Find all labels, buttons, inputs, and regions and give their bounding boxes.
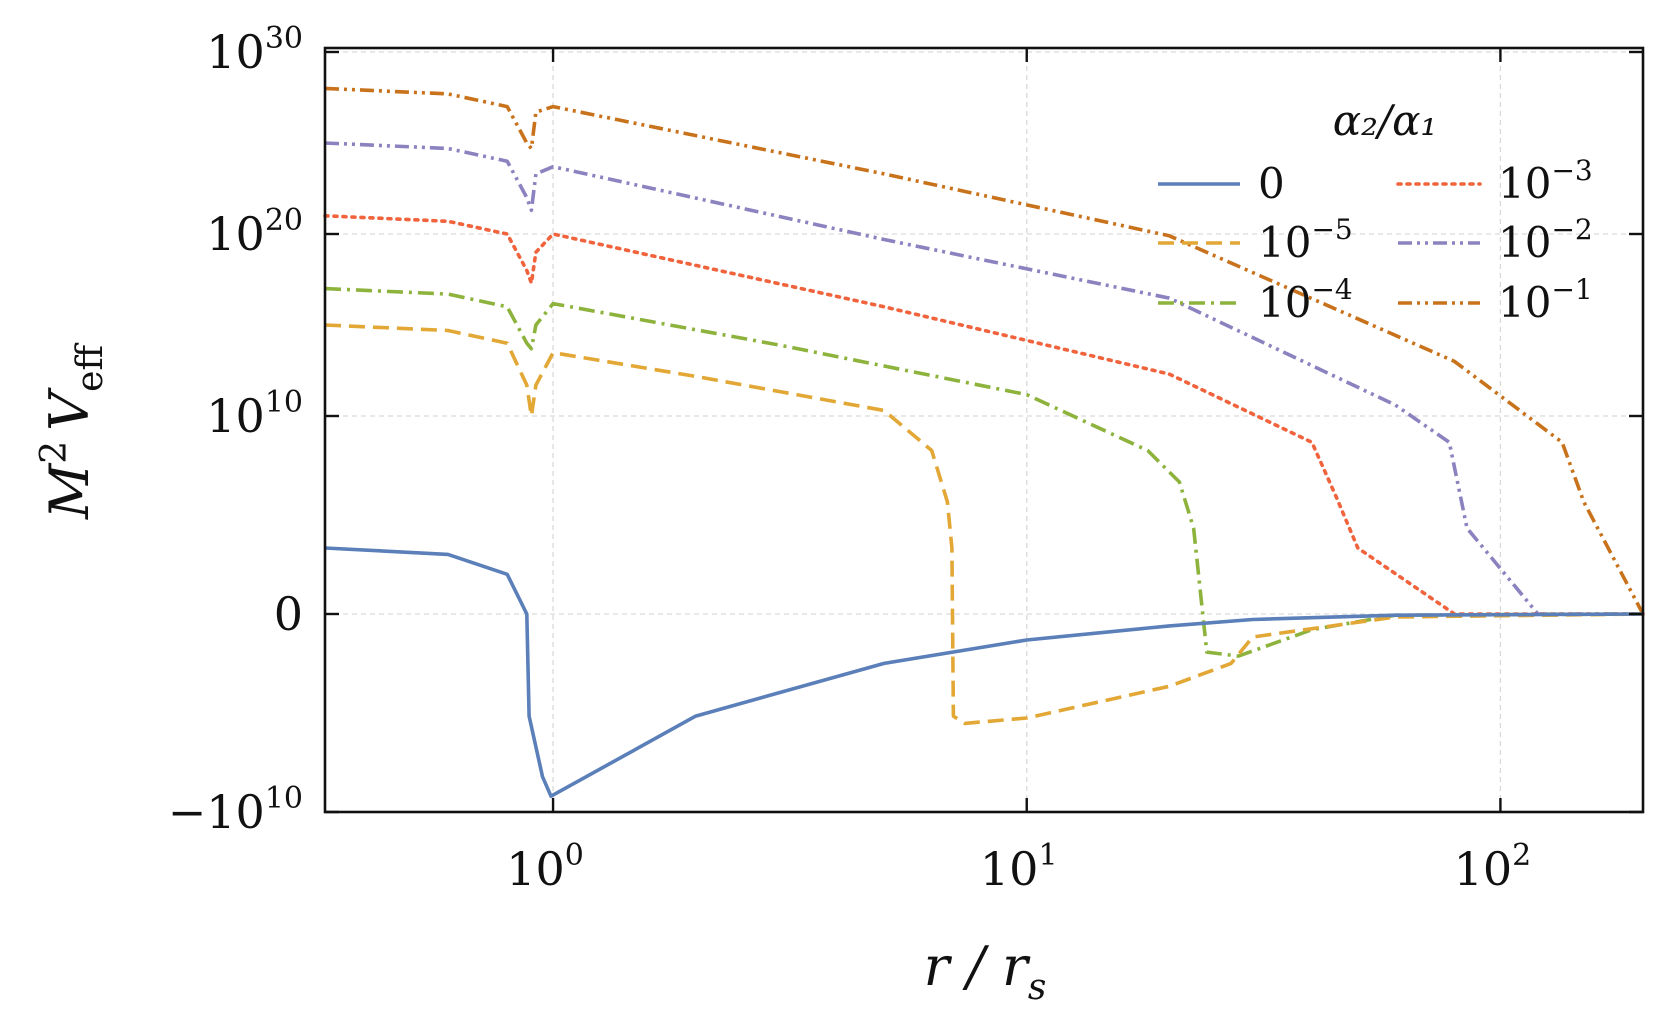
grid bbox=[325, 48, 1643, 812]
series-line bbox=[324, 546, 1644, 798]
legend-label: 10−4 bbox=[1258, 273, 1353, 327]
y-tick-label: 0 bbox=[274, 587, 303, 641]
legend-label: 10−5 bbox=[1258, 213, 1353, 267]
series-layer bbox=[323, 86, 1645, 798]
x-tick-label: 101 bbox=[980, 838, 1058, 896]
legend-title: α₂/α₁ bbox=[1333, 96, 1438, 145]
y-tick-label: 1030 bbox=[206, 21, 303, 79]
series-line bbox=[324, 141, 1643, 616]
y-tick-label: −1010 bbox=[168, 781, 303, 839]
tick-labels: 100 101 102 −1010 0 1010 1020 1030 bbox=[168, 21, 1531, 896]
plot-frame bbox=[323, 46, 1645, 814]
series-line bbox=[324, 323, 1644, 726]
y-axis-label: M2Veff bbox=[34, 343, 111, 521]
x-tick-label: 102 bbox=[1454, 838, 1532, 896]
legend-label: 10−1 bbox=[1498, 273, 1593, 327]
series-line bbox=[324, 86, 1645, 615]
series-line bbox=[324, 286, 1644, 658]
x-tick-label: 100 bbox=[506, 838, 584, 896]
x-axis-label: r / rs bbox=[924, 935, 1047, 1008]
series-line bbox=[323, 214, 1645, 616]
legend-label: 10−2 bbox=[1498, 213, 1593, 267]
legend: α₂/α₁ 0 10−5 10−4 10−310−2 10−1 bbox=[1158, 96, 1593, 327]
y-tick-label: 1020 bbox=[206, 203, 303, 261]
y-tick-label: 1010 bbox=[206, 385, 303, 443]
legend-label: 10−3 bbox=[1498, 154, 1593, 208]
axes-frame bbox=[323, 46, 1645, 814]
legend-label: 0 bbox=[1258, 159, 1285, 208]
